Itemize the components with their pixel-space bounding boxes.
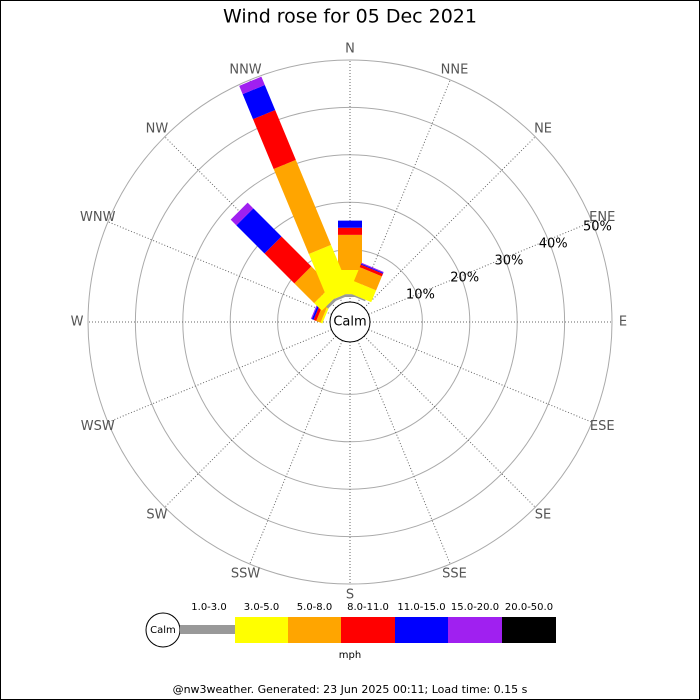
bar-segment (230, 202, 254, 226)
legend-swatch (448, 617, 502, 643)
legend-label: 8.0-11.0 (347, 602, 389, 613)
bar-segment (273, 159, 332, 255)
ring-label: 30% (494, 254, 523, 269)
bar-segment (349, 281, 377, 303)
bar-segment (236, 208, 282, 254)
legend-label: 5.0-8.0 (297, 602, 332, 613)
spoke (357, 79, 451, 304)
ring-label: 10% (406, 287, 435, 302)
bar-segment (324, 326, 330, 338)
direction-label: NNE (441, 62, 469, 77)
spoke (164, 335, 337, 508)
direction-label: NNW (229, 62, 261, 77)
legend-swatch (341, 617, 395, 643)
bar-segment (308, 244, 351, 302)
legend-swatch (288, 617, 341, 643)
ring-label: 40% (539, 237, 568, 252)
bar-segment (354, 342, 366, 348)
direction-label: S (346, 588, 354, 603)
unit-label: mph (339, 650, 361, 661)
direction-label: W (71, 315, 84, 330)
calm-label: Calm (333, 315, 366, 330)
bar-segment (370, 306, 376, 318)
spoke (249, 340, 343, 565)
direction-label: NW (146, 121, 169, 136)
bar-segment (252, 109, 296, 170)
spoke (107, 329, 332, 423)
legend-label: 20.0-50.0 (505, 602, 553, 613)
legend-label: 15.0-20.0 (451, 602, 499, 613)
bar-segment (242, 84, 276, 120)
bar-segment (344, 294, 356, 297)
direction-label: SSW (231, 567, 261, 582)
direction-label: ENE (589, 210, 615, 225)
direction-label: NE (534, 121, 552, 136)
direction-label: WNW (80, 210, 116, 225)
bar-segment (338, 234, 362, 270)
legend-swatch (235, 617, 288, 643)
spoke (363, 335, 536, 508)
bar-segment (338, 220, 362, 228)
legend-swatch (395, 617, 448, 643)
direction-label: SSE (442, 567, 467, 582)
bar-segment (359, 264, 383, 277)
ring-label: 20% (450, 270, 479, 285)
direction-label: SE (535, 508, 551, 523)
bar-segment (239, 76, 265, 95)
spoke (368, 221, 593, 315)
legend-calm-label: Calm (150, 625, 176, 636)
bar-segment (264, 236, 312, 284)
spoke (107, 221, 332, 315)
bar-segment (334, 342, 346, 348)
ring (134, 106, 566, 538)
legend-swatch (502, 617, 556, 643)
spoke (363, 136, 536, 309)
bar-segment (360, 263, 384, 274)
bar-segment (294, 266, 332, 304)
calm-circle (329, 301, 371, 343)
ring-label: 50% (583, 220, 612, 235)
chart-title: Wind rose for 05 Dec 2021 (223, 6, 477, 28)
direction-label: E (619, 315, 627, 330)
bar-segment (353, 267, 382, 291)
bar-segment (370, 326, 376, 338)
direction-label: N (345, 42, 355, 57)
direction-label: ESE (590, 419, 615, 434)
legend-swatch (180, 625, 235, 634)
footer: @nw3weather. Generated: 23 Jun 2025 00:1… (173, 683, 528, 696)
bar-segment (239, 76, 262, 86)
bar-segment (326, 298, 337, 309)
spoke (357, 340, 451, 565)
legend-label: 3.0-5.0 (244, 602, 279, 613)
bar-segment (338, 227, 362, 235)
direction-label: WSW (81, 419, 115, 434)
direction-label: SW (146, 508, 167, 523)
legend-label: 1.0-3.0 (191, 602, 226, 613)
legend-label: 11.0-15.0 (397, 602, 445, 613)
spoke (368, 329, 593, 423)
bar-segment (361, 262, 384, 273)
bar-segment (333, 294, 346, 302)
bar-segment (354, 295, 366, 302)
ring (87, 59, 613, 585)
